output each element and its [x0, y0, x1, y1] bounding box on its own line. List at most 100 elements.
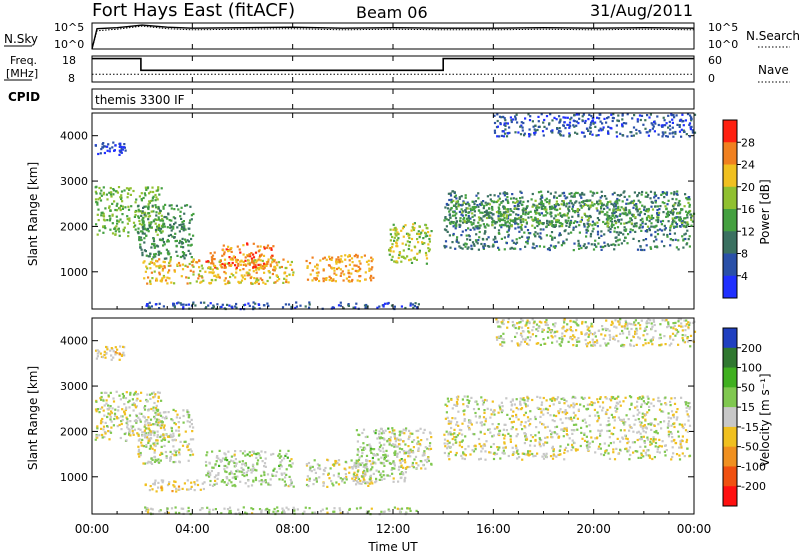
data-cell: [623, 239, 626, 242]
data-cell: [350, 459, 353, 462]
data-cell: [177, 421, 180, 424]
data-cell: [538, 219, 541, 222]
data-cell: [660, 124, 663, 127]
data-cell: [379, 473, 382, 477]
data-cell: [369, 445, 372, 448]
data-cell: [137, 434, 140, 437]
data-cell: [512, 201, 515, 204]
data-cell: [515, 113, 518, 116]
data-cell: [128, 428, 131, 432]
data-cell: [596, 217, 599, 220]
data-cell: [228, 262, 231, 265]
data-cell: [561, 222, 564, 226]
data-cell: [209, 282, 213, 285]
data-cell: [615, 124, 618, 127]
data-cell: [536, 395, 539, 398]
data-cell: [118, 149, 121, 152]
data-cell: [376, 453, 379, 456]
data-cell: [278, 278, 281, 281]
data-cell: [279, 461, 282, 464]
data-cell: [402, 428, 405, 431]
data-cell: [521, 126, 524, 129]
data-cell: [401, 242, 404, 245]
y-tick-label: 4000: [60, 335, 88, 348]
data-cell: [194, 261, 197, 264]
data-cell: [642, 455, 645, 458]
data-cell: [677, 239, 680, 242]
data-cell: [378, 445, 382, 449]
data-cell: [443, 228, 447, 231]
data-cell: [395, 234, 398, 237]
data-cell: [625, 202, 628, 205]
data-cell: [170, 219, 173, 222]
data-cell: [252, 260, 255, 263]
data-cell: [616, 194, 619, 197]
data-cell: [458, 444, 461, 447]
data-cell: [333, 272, 336, 275]
data-cell: [110, 347, 113, 350]
data-cell: [155, 279, 159, 282]
data-cell: [392, 480, 395, 483]
data-cell: [95, 357, 98, 360]
data-cell: [404, 452, 408, 455]
data-cell: [676, 408, 679, 411]
data-cell: [428, 237, 431, 241]
data-cell: [280, 455, 283, 458]
data-cell: [189, 487, 192, 490]
data-cell: [610, 202, 613, 206]
data-cell: [463, 216, 466, 220]
data-cell: [252, 301, 255, 304]
data-cell: [519, 125, 522, 128]
data-cell: [418, 442, 422, 446]
data-cell: [567, 216, 570, 219]
data-cell: [402, 256, 406, 259]
data-cell: [581, 115, 584, 118]
data-cell: [639, 445, 642, 448]
data-cell: [228, 479, 231, 482]
data-cell: [568, 210, 571, 213]
data-cell: [428, 444, 431, 448]
data-cell: [508, 417, 511, 420]
data-cell: [511, 446, 514, 449]
data-cell: [645, 218, 649, 221]
data-cell: [103, 151, 106, 155]
data-cell: [619, 440, 622, 443]
data-cell: [113, 417, 116, 421]
data-cell: [562, 435, 565, 438]
data-cell: [254, 468, 257, 471]
data-cell: [204, 307, 207, 310]
data-cell: [506, 220, 509, 223]
data-cell: [125, 407, 128, 410]
data-cell: [330, 479, 333, 483]
data-cell: [421, 242, 424, 245]
data-cell: [109, 209, 112, 212]
data-cell: [328, 477, 331, 480]
data-cell: [621, 212, 624, 215]
data-cell: [443, 433, 446, 436]
data-cell: [383, 464, 386, 467]
data-cell: [690, 116, 693, 119]
data-cell: [101, 436, 104, 439]
data-cell: [565, 433, 568, 436]
data-cell: [371, 456, 374, 460]
data-cell: [331, 256, 334, 259]
data-cell: [358, 482, 361, 485]
data-cell: [175, 245, 178, 248]
data-cell: [553, 399, 556, 402]
data-cell: [239, 260, 242, 263]
data-cell: [208, 271, 211, 274]
data-cell: [498, 208, 501, 211]
data-cell: [394, 443, 397, 446]
data-cell: [607, 116, 610, 119]
data-cell: [257, 258, 260, 261]
data-cell: [244, 259, 247, 262]
data-cell: [484, 201, 487, 204]
data-cell: [279, 449, 282, 452]
data-cell: [670, 114, 673, 117]
data-cell: [643, 402, 646, 405]
data-cell: [147, 441, 150, 444]
data-cell: [449, 208, 452, 211]
data-cell: [236, 259, 239, 262]
data-cell: [142, 216, 145, 219]
data-cell: [267, 482, 270, 485]
